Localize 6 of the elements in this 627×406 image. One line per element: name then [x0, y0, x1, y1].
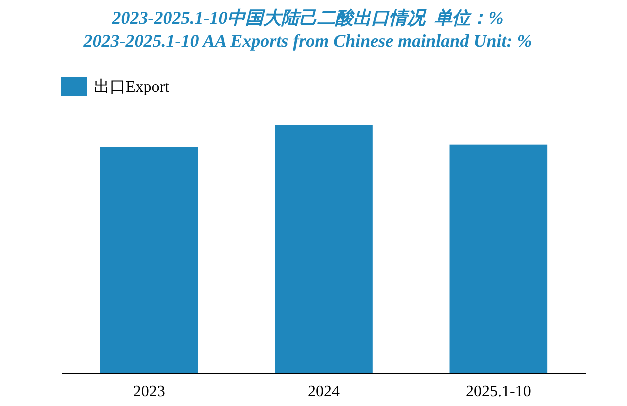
x-tick-label: 2023 [133, 383, 166, 400]
chart-subtitle: 2023-2025.1-10 AA Exports from Chinese mainland Unit: % [82, 31, 532, 51]
legend-label: 出口Export [94, 78, 170, 96]
x-tick-label: 2025.1-10 [466, 383, 532, 400]
chart-title: 2023-2025.1-10中国大陆己二酸出口情况 单位：% [111, 8, 504, 28]
x-tick-label: 2024 [308, 383, 340, 400]
